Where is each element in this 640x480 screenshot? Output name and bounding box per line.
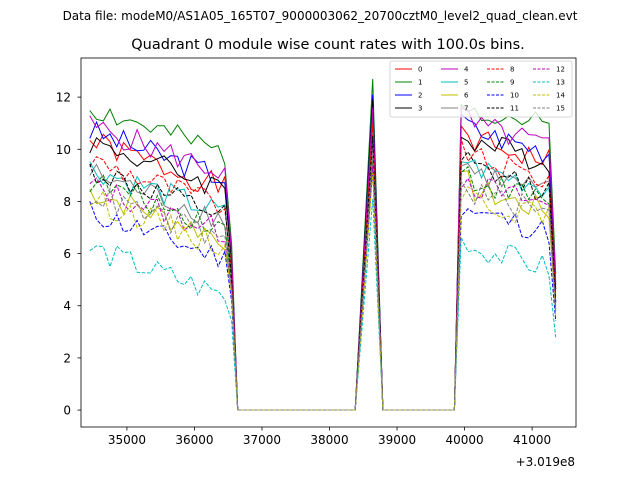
y-tick-label: 12	[56, 91, 71, 105]
series-line-12	[89, 164, 557, 411]
legend-label-14: 14	[556, 92, 565, 100]
legend-label-0: 0	[418, 66, 422, 74]
plot-frame	[80, 57, 577, 428]
series-layer	[89, 78, 557, 411]
legend-label-13: 13	[556, 79, 565, 87]
legend-label-10: 10	[510, 92, 519, 100]
y-tick-label: 0	[63, 404, 71, 418]
x-tick-label: 39000	[378, 433, 416, 447]
series-line-10	[89, 167, 557, 411]
legend-label-11: 11	[510, 105, 519, 113]
series-line-6	[89, 159, 557, 411]
x-tick-label: 38000	[310, 433, 348, 447]
x-offset-label: +3.019e8	[516, 455, 575, 469]
legend-label-9: 9	[510, 79, 514, 87]
series-line-4	[89, 107, 557, 411]
x-tick-label: 41000	[513, 433, 551, 447]
legend-label-15: 15	[556, 105, 565, 113]
series-line-15	[89, 151, 557, 411]
legend-label-5: 5	[464, 79, 468, 87]
series-line-9	[89, 154, 557, 411]
series-line-1	[89, 78, 557, 411]
series-line-14	[89, 172, 557, 411]
chart-title: Quadrant 0 module wise count rates with …	[131, 37, 525, 53]
x-tick-label: 40000	[445, 433, 483, 447]
series-line-11	[89, 136, 557, 411]
series-line-3	[89, 99, 557, 411]
y-tick-label: 8	[63, 195, 71, 209]
legend-label-12: 12	[556, 66, 565, 74]
x-tick-label: 36000	[175, 433, 213, 447]
legend-label-6: 6	[464, 92, 469, 100]
series-line-13	[89, 198, 557, 411]
series-line-5	[89, 133, 557, 411]
y-tick-label: 2	[63, 351, 71, 365]
y-axis: 0 2 4 6 8 10 12	[56, 91, 81, 418]
legend-label-7: 7	[464, 105, 468, 113]
legend-box	[389, 60, 573, 118]
y-tick-label: 4	[63, 299, 71, 313]
legend-label-4: 4	[464, 66, 469, 74]
x-axis: 35000 36000 37000 38000 39000 40000 41000	[108, 427, 551, 447]
data-file-label: Data file: modeM0/AS1A05_165T07_90000030…	[63, 9, 578, 23]
legend-label-2: 2	[418, 92, 422, 100]
series-line-2	[89, 94, 557, 411]
series-line-7	[89, 144, 557, 411]
x-tick-label: 37000	[243, 433, 281, 447]
legend-label-3: 3	[418, 105, 422, 113]
x-tick-label: 35000	[108, 433, 146, 447]
legend-label-1: 1	[418, 79, 422, 87]
legend-label-8: 8	[510, 66, 514, 74]
y-tick-label: 10	[56, 143, 71, 157]
y-tick-label: 6	[63, 247, 71, 261]
